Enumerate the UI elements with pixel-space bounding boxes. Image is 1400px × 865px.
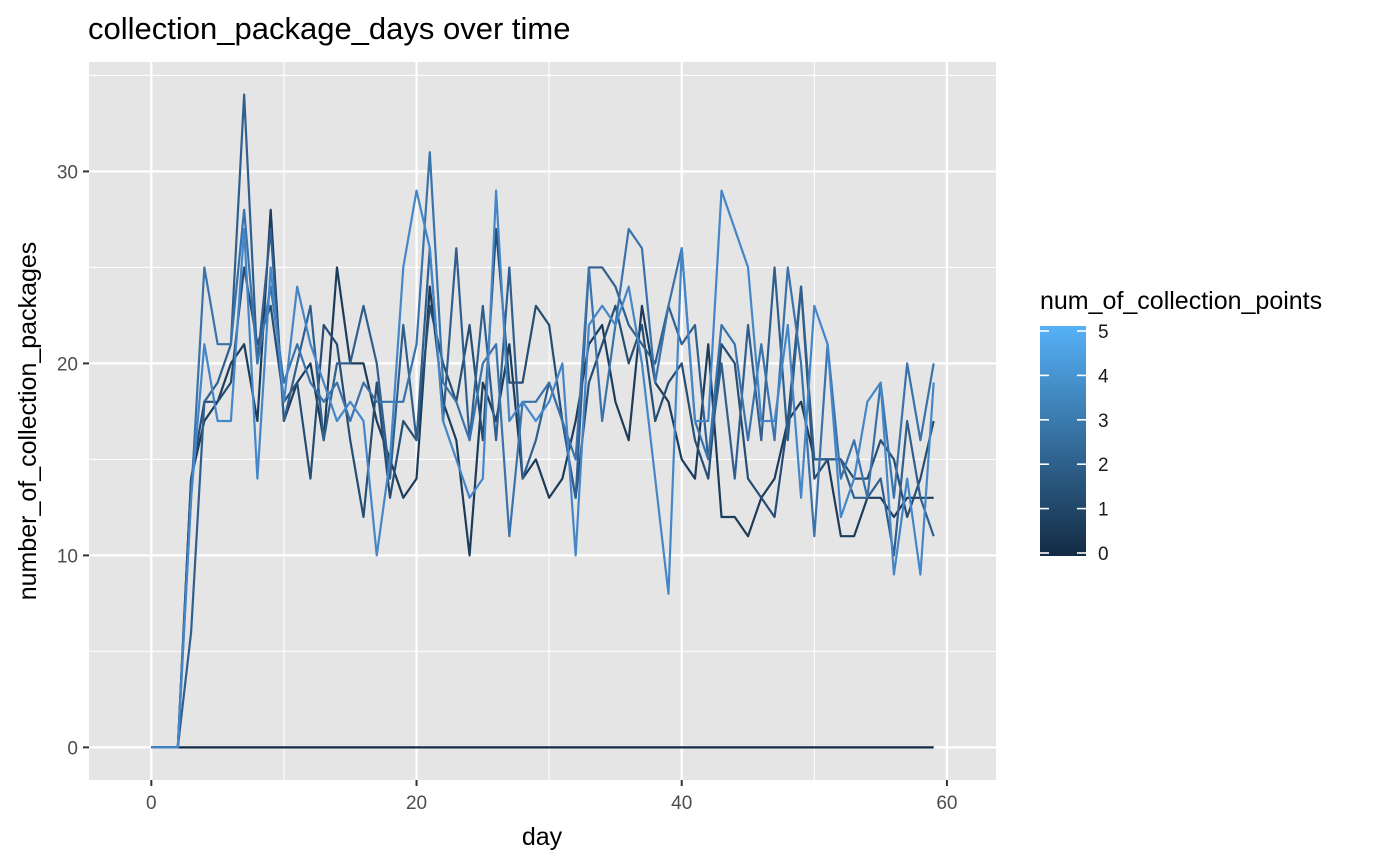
legend-breaks: 0 1 2 3 4 5 [1040, 322, 1109, 565]
legend-break-label: 2 [1098, 455, 1109, 476]
x-tick-label: 20 [406, 793, 427, 814]
legend: num_of_collection_points 0 1 2 3 4 5 [1040, 287, 1322, 565]
chart-title: collection_package_days over time [88, 11, 571, 46]
legend-break-label: 3 [1098, 411, 1109, 432]
y-tick-label: 0 [67, 738, 78, 759]
legend-break-label: 5 [1098, 322, 1109, 343]
x-axis-title: day [522, 823, 563, 851]
y-tick-label: 10 [57, 546, 78, 567]
legend-break-label: 4 [1098, 366, 1109, 387]
legend-break-label: 0 [1098, 544, 1109, 565]
y-tick-label: 30 [57, 162, 78, 183]
y-axis-title: number_of_collection_packages [14, 242, 42, 601]
series-line-level-5 [151, 189, 935, 749]
legend-colorbar [1040, 326, 1086, 556]
x-axis-ticks: 0 20 40 60 [146, 780, 958, 814]
x-tick-label: 60 [936, 793, 957, 814]
legend-break-label: 1 [1098, 500, 1109, 521]
minor-gridlines [89, 62, 996, 780]
x-tick-label: 0 [146, 793, 157, 814]
series-line-level-4 [151, 151, 935, 749]
y-axis-ticks: 0 10 20 30 [57, 162, 89, 759]
x-tick-label: 40 [671, 793, 692, 814]
legend-title: num_of_collection_points [1040, 287, 1322, 315]
y-tick-label: 20 [57, 354, 78, 375]
series-lines [151, 93, 935, 749]
